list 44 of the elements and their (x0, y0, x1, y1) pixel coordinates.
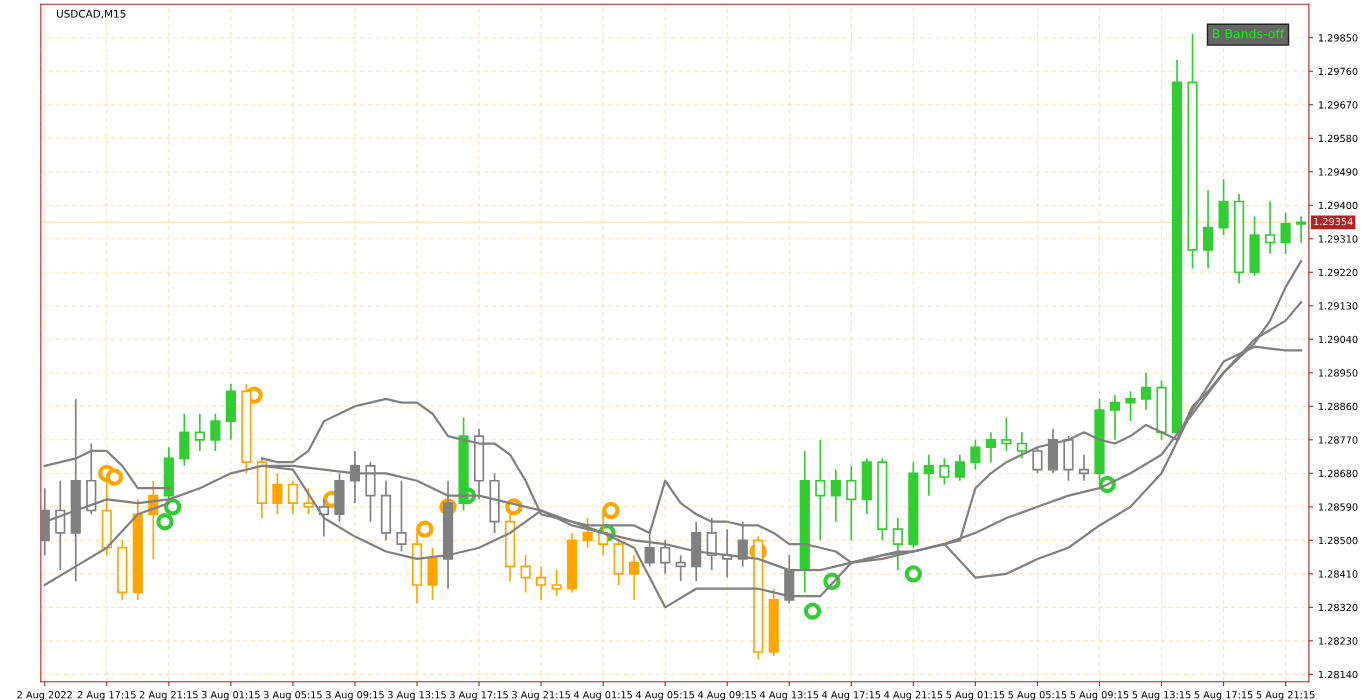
chart-title: USDCAD,M15 (56, 9, 126, 19)
y-tick-label: 1.28950 (1318, 369, 1358, 377)
x-tick-label: 2 Aug 2022 (17, 691, 72, 700)
x-tick-label: 4 Aug 13:15 (760, 691, 819, 700)
x-tick-label: 4 Aug 01:15 (573, 691, 632, 700)
x-tick-label: 4 Aug 09:15 (698, 691, 757, 700)
y-tick-label: 1.28410 (1318, 570, 1358, 578)
y-tick-label: 1.29400 (1318, 201, 1358, 210)
x-tick-label: 5 Aug 13:15 (1132, 691, 1191, 700)
y-tick-label: 1.29580 (1318, 134, 1358, 143)
y-tick-label: 1.28500 (1318, 536, 1358, 545)
x-tick-label: 3 Aug 17:15 (450, 691, 508, 700)
x-tick-label: 5 Aug 17:15 (1194, 691, 1253, 700)
y-tick-label: 1.29760 (1318, 67, 1358, 76)
y-tick-label: 1.29040 (1318, 335, 1358, 344)
x-tick-label: 2 Aug 17:15 (77, 691, 136, 700)
x-tick-label: 2 Aug 21:15 (139, 691, 198, 700)
y-tick-label: 1.28770 (1318, 436, 1358, 444)
y-tick-label: 1.29490 (1318, 168, 1358, 176)
y-tick-label: 1.28860 (1318, 402, 1358, 411)
x-tick-label: 3 Aug 01:15 (201, 691, 260, 700)
x-tick-label: 3 Aug 21:15 (512, 691, 570, 700)
x-tick-label: 3 Aug 13:15 (388, 691, 446, 700)
x-tick-label: 5 Aug 01:15 (946, 691, 1005, 700)
y-tick-label: 1.29850 (1318, 34, 1358, 42)
annotation: B Bands-off (1213, 28, 1285, 39)
x-tick-label: 4 Aug 05:15 (635, 691, 695, 700)
y-tick-label: 1.28590 (1318, 503, 1358, 511)
y-tick-label: 1.29220 (1318, 268, 1358, 277)
x-tick-label: 5 Aug 05:15 (1008, 691, 1067, 700)
y-tick-label: 1.28320 (1318, 603, 1358, 612)
x-tick-label: 5 Aug 21:15 (1256, 691, 1315, 700)
x-tick-label: 3 Aug 05:15 (263, 691, 322, 700)
ref-line-label: 1.29354 (1314, 217, 1353, 226)
x-tick-label: 4 Aug 21:15 (884, 691, 943, 700)
y-tick-label: 1.28680 (1318, 469, 1358, 478)
y-tick-label: 1.29670 (1318, 101, 1358, 109)
y-tick-label: 1.29130 (1318, 302, 1358, 310)
y-tick-label: 1.29310 (1318, 235, 1358, 243)
x-tick-label: 4 Aug 17:15 (822, 691, 881, 700)
x-tick-label: 5 Aug 09:15 (1070, 691, 1129, 700)
y-tick-label: 1.28140 (1318, 670, 1358, 679)
y-tick-label: 1.28230 (1318, 637, 1358, 645)
x-tick-label: 3 Aug 09:15 (326, 691, 384, 700)
